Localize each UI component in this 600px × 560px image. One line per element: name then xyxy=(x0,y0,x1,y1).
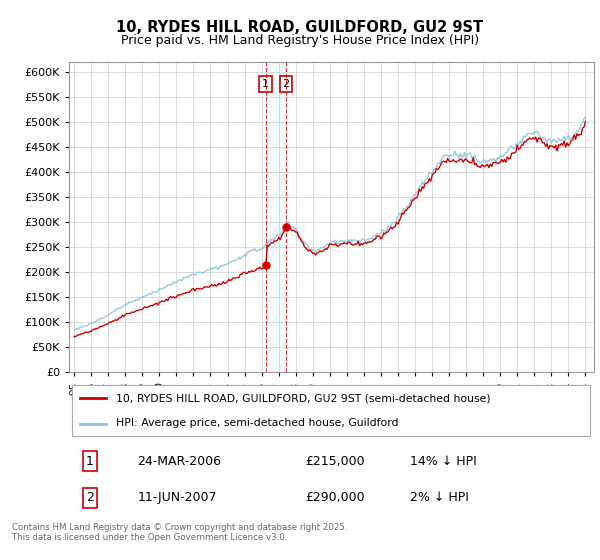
Text: 24-MAR-2006: 24-MAR-2006 xyxy=(137,455,221,468)
Text: 1: 1 xyxy=(262,79,269,89)
Bar xyxy=(266,62,286,372)
Text: 1: 1 xyxy=(86,455,94,468)
Text: 2: 2 xyxy=(283,79,290,89)
Text: HPI: Average price, semi-detached house, Guildford: HPI: Average price, semi-detached house,… xyxy=(116,418,399,428)
Text: 2% ↓ HPI: 2% ↓ HPI xyxy=(410,491,469,504)
Text: 10, RYDES HILL ROAD, GUILDFORD, GU2 9ST: 10, RYDES HILL ROAD, GUILDFORD, GU2 9ST xyxy=(116,20,484,35)
Text: 11-JUN-2007: 11-JUN-2007 xyxy=(137,491,217,504)
Text: Contains HM Land Registry data © Crown copyright and database right 2025.
This d: Contains HM Land Registry data © Crown c… xyxy=(12,522,347,542)
Text: £215,000: £215,000 xyxy=(305,455,365,468)
Text: 2: 2 xyxy=(86,491,94,504)
Text: Price paid vs. HM Land Registry's House Price Index (HPI): Price paid vs. HM Land Registry's House … xyxy=(121,34,479,46)
Text: 14% ↓ HPI: 14% ↓ HPI xyxy=(410,455,477,468)
FancyBboxPatch shape xyxy=(71,385,590,436)
Text: £290,000: £290,000 xyxy=(305,491,365,504)
Text: 10, RYDES HILL ROAD, GUILDFORD, GU2 9ST (semi-detached house): 10, RYDES HILL ROAD, GUILDFORD, GU2 9ST … xyxy=(116,394,491,404)
